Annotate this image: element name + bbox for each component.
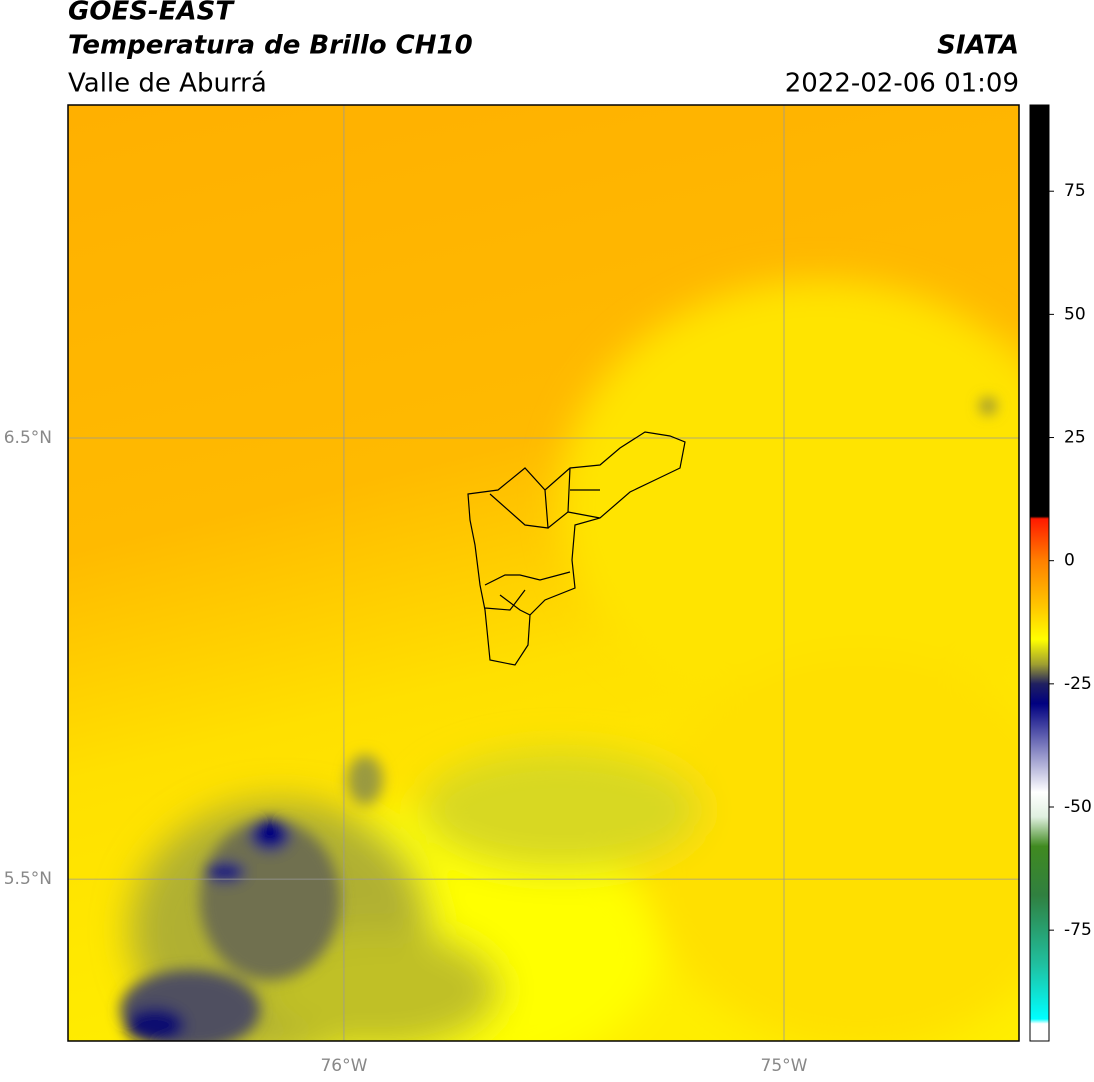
x-tick-label: 75°W bbox=[761, 1056, 808, 1076]
colorbar-tick-label: -50 bbox=[1064, 797, 1092, 817]
y-tick-label: 5.5°N bbox=[4, 869, 52, 889]
grid bbox=[68, 105, 1019, 1041]
colorbar-tick-label: 50 bbox=[1064, 304, 1086, 324]
colorbar bbox=[1029, 104, 1050, 1042]
datetime: 2022-02-06 01:09 bbox=[785, 69, 1019, 99]
colorbar-tick-label: 25 bbox=[1064, 428, 1086, 448]
subtitle: Temperatura de Brillo CH10 bbox=[68, 31, 473, 61]
colorbar-tick-label: -75 bbox=[1064, 920, 1092, 940]
colorbar-tick-label: -25 bbox=[1064, 674, 1092, 694]
map-field bbox=[68, 105, 1019, 1041]
x-tick-label: 76°W bbox=[320, 1056, 367, 1076]
map-frame bbox=[67, 104, 1020, 1042]
source: SIATA bbox=[937, 31, 1019, 61]
municipality-boundaries bbox=[467, 431, 686, 666]
colorbar-tick-label: 0 bbox=[1064, 551, 1075, 571]
title: GOES-EAST bbox=[68, 0, 235, 27]
region: Valle de Aburrá bbox=[68, 69, 267, 99]
y-tick-label: 6.5°N bbox=[4, 428, 52, 448]
colorbar-tick-label: 75 bbox=[1064, 181, 1086, 201]
